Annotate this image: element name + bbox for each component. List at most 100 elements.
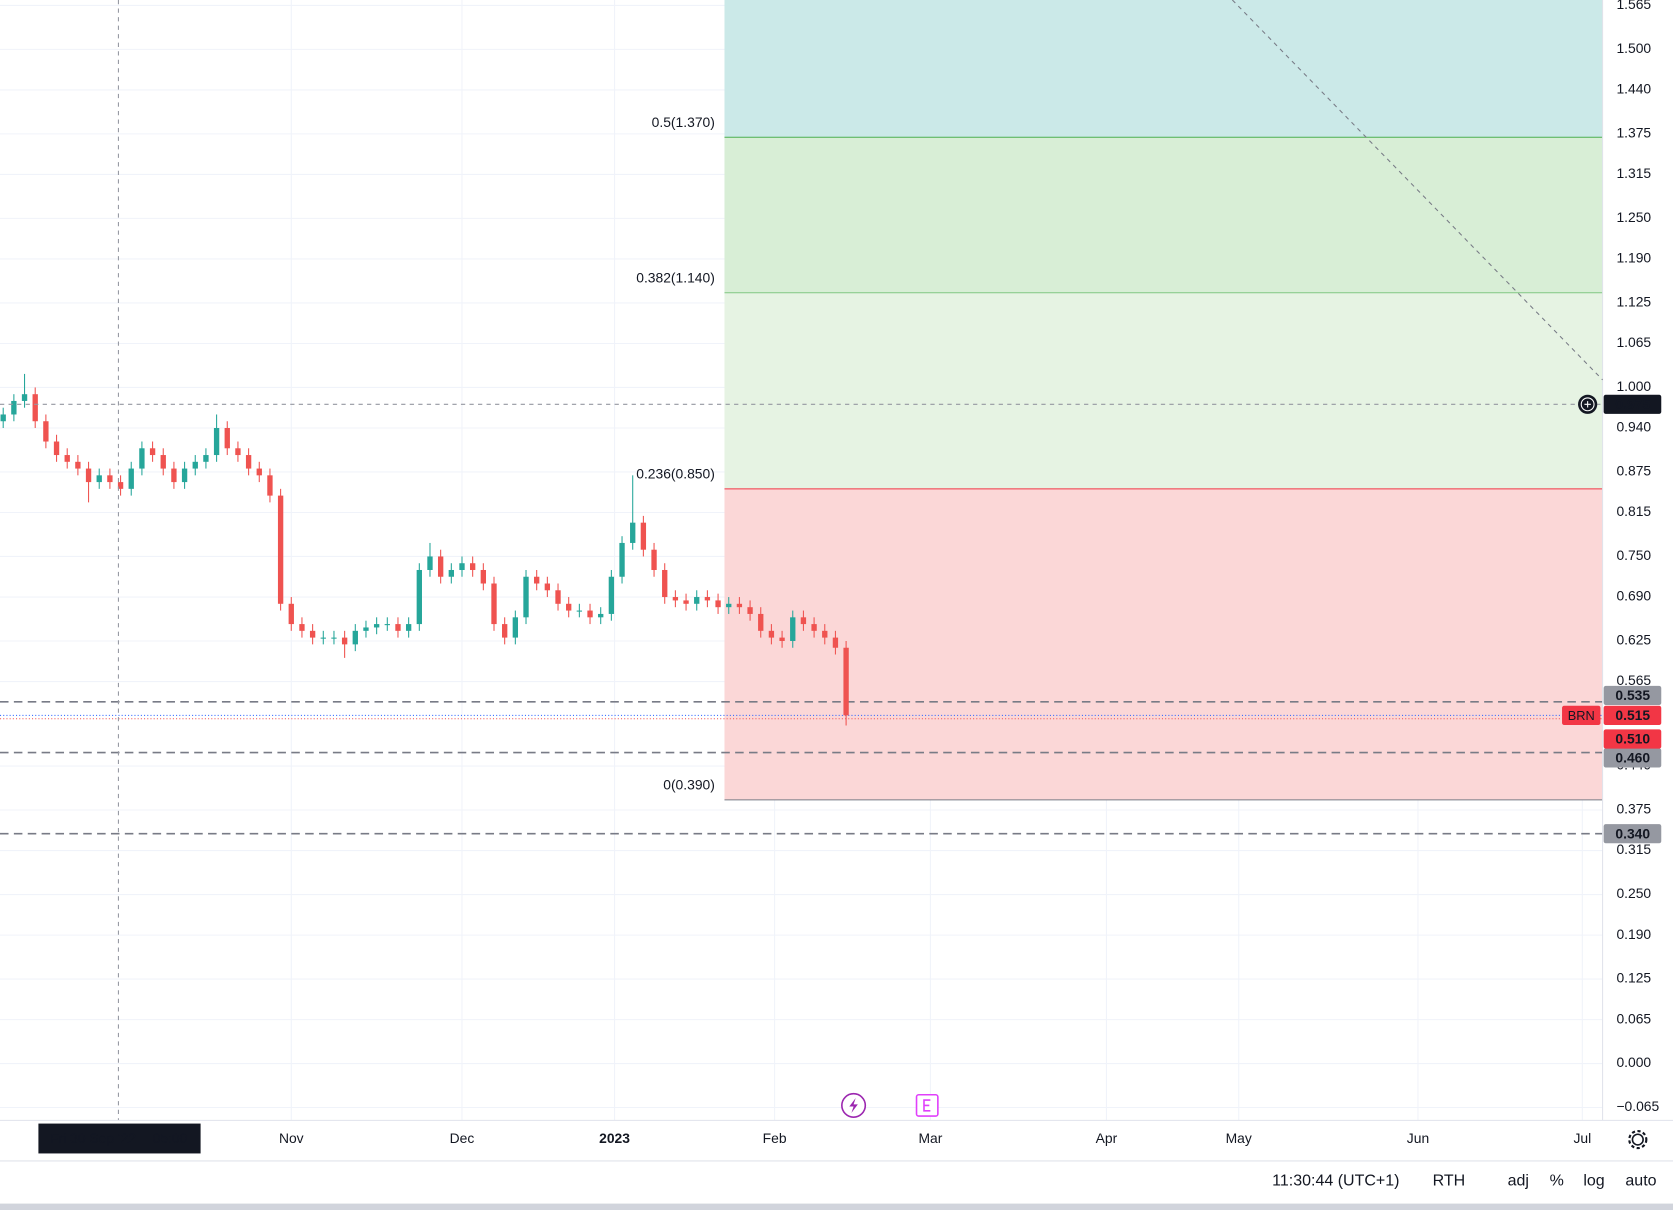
earnings-icon[interactable] [915,1093,939,1117]
toolbar-item[interactable]: 11:30:44 (UTC+1) [1272,1172,1399,1189]
add-alert-plus[interactable] [1584,401,1591,408]
candle-body [512,617,519,638]
candle-body [331,637,337,639]
symbol-tag: BRN [1568,708,1595,723]
y-tick-label: 0.190 [1616,926,1651,942]
y-tick-label: 0.750 [1616,547,1651,563]
candle-body [662,569,668,598]
candle-body [736,603,743,608]
candle-body [672,597,679,601]
last-price-label-bg [1603,705,1662,725]
line-price-label: 0.340 [1615,825,1650,841]
candle-body [0,414,6,422]
x-tick-label: 2023 [599,1130,630,1146]
candle-body [630,522,636,543]
lightning[interactable] [849,1097,858,1113]
candle-body [32,394,38,422]
y-tick-label: 1.440 [1616,81,1651,97]
candle-body [843,647,849,716]
candle-body [181,468,188,483]
candle-body [277,495,284,604]
y-tick-label: 1.190 [1616,250,1651,266]
candle-body [363,627,369,631]
crosshair-price-label: 0.975 [1615,396,1650,412]
line-price-label: 0.460 [1615,750,1650,766]
candle-body [405,624,412,631]
y-tick-label: 0.065 [1616,1010,1651,1026]
candle-body [245,455,252,469]
y-tick-label: 0.690 [1616,588,1651,604]
candle-body [320,637,326,639]
toolbar-item[interactable]: RTH [1433,1172,1466,1189]
time-axis [0,1120,1673,1158]
toolbar-item[interactable]: % [1550,1172,1564,1189]
y-tick-label: 0.625 [1616,632,1651,648]
settings-icon[interactable] [1628,1129,1648,1150]
candle-body [758,613,764,631]
candle-body [469,563,476,570]
candle-body [373,624,380,628]
candle-body [192,461,198,469]
y-tick-label: 0.125 [1616,970,1651,986]
candle-body [683,600,689,604]
fib-zone [724,292,1603,489]
candle-body [768,630,775,638]
dividend-icon[interactable] [841,1092,867,1118]
toolbar-item[interactable]: log [1583,1172,1604,1189]
candle-body [651,549,657,570]
candle-body [43,421,49,442]
fib-zone [724,0,1603,138]
trend-line [1231,0,1603,381]
candle-body [288,603,294,625]
bid-price-label: 0.510 [1615,731,1650,747]
gear-teeth[interactable] [1628,1129,1648,1150]
candle-body [21,394,28,401]
gear[interactable] [1631,1133,1644,1146]
candle-body [480,569,487,584]
candle-body [747,607,753,614]
candle-body [704,597,711,601]
y-tick-label: 1.500 [1616,40,1651,56]
crosshair-price-label-bg [1603,394,1662,414]
candle-body [523,576,529,618]
candle-body [53,441,60,456]
x-tick-label: Dec [450,1130,475,1146]
candle-body [544,583,551,591]
x-tick-label: Jun [1407,1130,1429,1146]
candle-body [598,613,604,618]
bid-price-label-bg [1603,729,1662,749]
letter-e[interactable] [923,1099,931,1112]
line-price-label-bg [1603,685,1662,706]
candle-body [694,597,700,604]
crosshair-time: 05:00 [153,1130,188,1146]
toolbar-item[interactable]: auto [1625,1172,1656,1189]
candle-body [128,468,134,489]
y-tick-label: −0.065 [1616,1098,1659,1114]
y-tick-label: 0.875 [1616,463,1651,479]
y-tick-label: 0.375 [1616,801,1651,817]
candle-body [779,637,785,641]
candle-body [555,590,561,604]
candle-body [352,630,358,645]
candle-body [811,624,817,631]
candle-body [341,637,348,645]
candle-body [437,556,444,577]
price-axis [1602,0,1673,1121]
candle-body [256,468,262,476]
y-tick-label: 1.375 [1616,125,1651,141]
bottom-strip [0,1203,1673,1210]
candle-body [203,455,209,462]
candle-body [117,482,124,489]
toolbar-item[interactable]: adj [1508,1172,1529,1189]
candle-body [75,461,81,469]
line-price-label-bg [1603,748,1662,768]
fib-label: 0.236(0.850) [636,466,715,482]
candle-body [235,448,241,456]
last-price-label: 0.515 [1615,707,1650,723]
candle-body [139,448,145,469]
y-tick-label: 1.565 [1616,0,1651,12]
candle-body [64,455,70,462]
add-alert-ring[interactable] [1580,397,1595,412]
